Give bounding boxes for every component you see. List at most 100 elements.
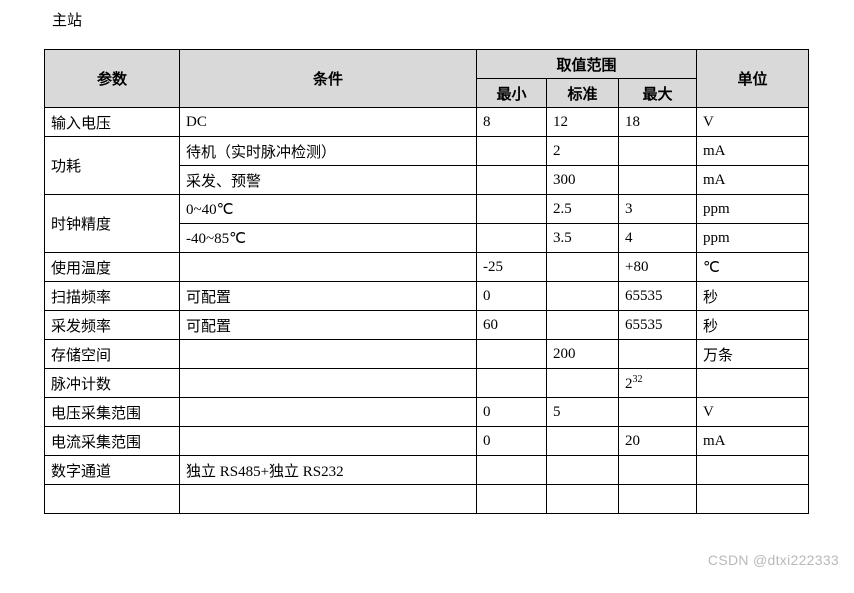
cell-unit bbox=[697, 485, 809, 514]
header-range: 取值范围 bbox=[477, 50, 697, 79]
cell-unit bbox=[697, 456, 809, 485]
header-param: 参数 bbox=[45, 50, 180, 108]
header-max: 最大 bbox=[619, 79, 697, 108]
cell-unit: mA bbox=[697, 427, 809, 456]
cell-max: 3 bbox=[619, 195, 697, 224]
cell-cond: 采发、预警 bbox=[180, 166, 477, 195]
cell-max bbox=[619, 485, 697, 514]
cell-std bbox=[547, 427, 619, 456]
cell-max bbox=[619, 398, 697, 427]
table-row: 扫描频率 可配置 0 65535 秒 bbox=[45, 282, 809, 311]
cell-std bbox=[547, 282, 619, 311]
cell-min bbox=[477, 485, 547, 514]
cell-min bbox=[477, 340, 547, 369]
cell-std bbox=[547, 369, 619, 398]
cell-cond: -40~85℃ bbox=[180, 224, 477, 253]
table-row bbox=[45, 485, 809, 514]
cell-param: 采发频率 bbox=[45, 311, 180, 340]
cell-max bbox=[619, 456, 697, 485]
table-row: 使用温度 -25 +80 ℃ bbox=[45, 253, 809, 282]
cell-unit: 秒 bbox=[697, 311, 809, 340]
cell-cond bbox=[180, 427, 477, 456]
cell-cond bbox=[180, 369, 477, 398]
cell-std bbox=[547, 456, 619, 485]
cell-std: 2 bbox=[547, 137, 619, 166]
cell-max bbox=[619, 340, 697, 369]
cell-param bbox=[45, 485, 180, 514]
cell-param: 使用温度 bbox=[45, 253, 180, 282]
section-title: 主站 bbox=[52, 9, 82, 30]
cell-param: 时钟精度 bbox=[45, 195, 180, 253]
table-row: 电流采集范围 0 20 mA bbox=[45, 427, 809, 456]
cell-cond bbox=[180, 253, 477, 282]
header-std: 标准 bbox=[547, 79, 619, 108]
cell-cond: 可配置 bbox=[180, 282, 477, 311]
table-row: 时钟精度 0~40℃ 2.5 3 ppm bbox=[45, 195, 809, 224]
cell-std: 300 bbox=[547, 166, 619, 195]
cell-min bbox=[477, 369, 547, 398]
table-row: 数字通道 独立 RS485+独立 RS232 bbox=[45, 456, 809, 485]
header-unit: 单位 bbox=[697, 50, 809, 108]
cell-std: 3.5 bbox=[547, 224, 619, 253]
cell-unit: mA bbox=[697, 137, 809, 166]
cell-max: 65535 bbox=[619, 282, 697, 311]
cell-param: 存储空间 bbox=[45, 340, 180, 369]
cell-min: 0 bbox=[477, 282, 547, 311]
cell-min: 0 bbox=[477, 427, 547, 456]
cell-min: -25 bbox=[477, 253, 547, 282]
cell-max: 18 bbox=[619, 108, 697, 137]
cell-max bbox=[619, 137, 697, 166]
spec-table-container: 参数 条件 取值范围 单位 最小 标准 最大 输入电压 DC 8 12 18 V… bbox=[44, 49, 809, 514]
cell-cond: DC bbox=[180, 108, 477, 137]
cell-max: +80 bbox=[619, 253, 697, 282]
cell-max: 232 bbox=[619, 369, 697, 398]
cell-unit: ppm bbox=[697, 195, 809, 224]
cell-std: 2.5 bbox=[547, 195, 619, 224]
cell-min bbox=[477, 137, 547, 166]
cell-cond bbox=[180, 398, 477, 427]
cell-min bbox=[477, 456, 547, 485]
cell-cond bbox=[180, 485, 477, 514]
spec-table: 参数 条件 取值范围 单位 最小 标准 最大 输入电压 DC 8 12 18 V… bbox=[44, 49, 809, 514]
cell-param: 脉冲计数 bbox=[45, 369, 180, 398]
cell-max: 4 bbox=[619, 224, 697, 253]
cell-max: 20 bbox=[619, 427, 697, 456]
cell-cond bbox=[180, 340, 477, 369]
cell-std bbox=[547, 485, 619, 514]
exp-base: 2 bbox=[625, 376, 633, 392]
cell-param: 输入电压 bbox=[45, 108, 180, 137]
cell-cond: 独立 RS485+独立 RS232 bbox=[180, 456, 477, 485]
cell-min: 0 bbox=[477, 398, 547, 427]
table-row: 输入电压 DC 8 12 18 V bbox=[45, 108, 809, 137]
header-cond: 条件 bbox=[180, 50, 477, 108]
cell-cond: 待机（实时脉冲检测） bbox=[180, 137, 477, 166]
cell-std bbox=[547, 253, 619, 282]
cell-unit: V bbox=[697, 108, 809, 137]
header-row-1: 参数 条件 取值范围 单位 bbox=[45, 50, 809, 79]
exp-sup: 32 bbox=[633, 374, 643, 385]
cell-std: 12 bbox=[547, 108, 619, 137]
cell-unit bbox=[697, 369, 809, 398]
cell-param: 功耗 bbox=[45, 137, 180, 195]
cell-min bbox=[477, 195, 547, 224]
cell-min bbox=[477, 166, 547, 195]
cell-min: 8 bbox=[477, 108, 547, 137]
cell-min: 60 bbox=[477, 311, 547, 340]
cell-unit: mA bbox=[697, 166, 809, 195]
cell-std: 5 bbox=[547, 398, 619, 427]
table-row: 功耗 待机（实时脉冲检测） 2 mA bbox=[45, 137, 809, 166]
cell-std bbox=[547, 311, 619, 340]
cell-std: 200 bbox=[547, 340, 619, 369]
cell-cond: 0~40℃ bbox=[180, 195, 477, 224]
cell-param: 电压采集范围 bbox=[45, 398, 180, 427]
header-min: 最小 bbox=[477, 79, 547, 108]
cell-unit: 万条 bbox=[697, 340, 809, 369]
table-row: 存储空间 200 万条 bbox=[45, 340, 809, 369]
cell-unit: 秒 bbox=[697, 282, 809, 311]
table-row: 电压采集范围 0 5 V bbox=[45, 398, 809, 427]
table-row: 脉冲计数 232 bbox=[45, 369, 809, 398]
cell-max bbox=[619, 166, 697, 195]
table-row: 采发频率 可配置 60 65535 秒 bbox=[45, 311, 809, 340]
cell-param: 扫描频率 bbox=[45, 282, 180, 311]
cell-max: 65535 bbox=[619, 311, 697, 340]
